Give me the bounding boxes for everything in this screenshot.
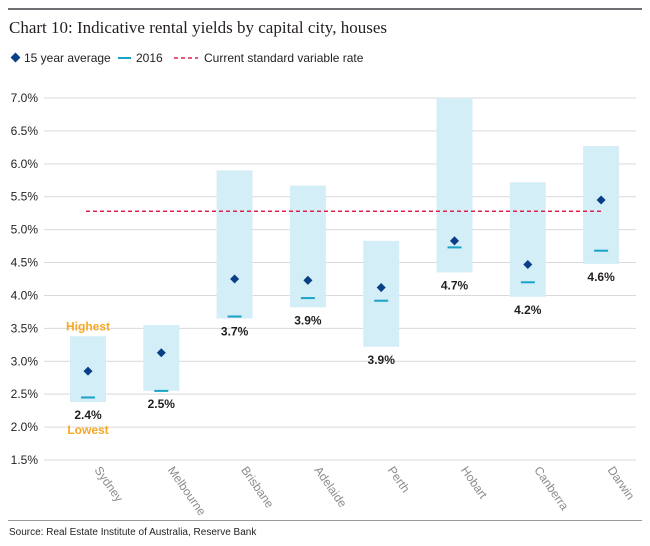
data-label: 4.2% [514, 303, 542, 317]
data-label: 4.6% [587, 270, 615, 284]
chart-title: Chart 10: Indicative rental yields by ca… [9, 18, 387, 37]
marker-15yr-average [596, 195, 606, 205]
bottom-divider [8, 520, 642, 521]
y-tick-label: 6.0% [11, 157, 39, 171]
y-tick-label: 7.0% [11, 91, 39, 105]
data-label: 3.9% [294, 313, 322, 327]
top-divider [8, 8, 642, 10]
category-label: Sydney [92, 464, 126, 505]
y-tick-label: 5.0% [11, 223, 39, 237]
legend-2016-label: 2016 [136, 51, 163, 65]
marker-15yr-average [156, 348, 166, 358]
x-axis-ticks: Sydney Melbourne Brisbane Adelaide Perth Hoba… [92, 464, 638, 519]
y-tick-label: 4.5% [11, 256, 39, 270]
y-tick-label: 3.5% [11, 321, 39, 335]
legend-rate-label: Current standard variable rate [204, 51, 364, 65]
y-tick-label: 3.0% [11, 354, 39, 368]
data-label: 2.4% [74, 408, 102, 422]
category-label: Perth [385, 464, 413, 496]
category-label: Darwin [605, 464, 638, 503]
markers [81, 195, 609, 399]
range-bar [289, 185, 326, 308]
marker-15yr-average [83, 366, 93, 376]
range-bar [436, 98, 473, 273]
data-label: 3.7% [221, 324, 249, 338]
marker-15yr-average [523, 259, 533, 270]
category-label: Canberra [531, 464, 571, 513]
range-bar [509, 182, 546, 297]
y-tick-label: 4.0% [11, 288, 39, 302]
range-bars [70, 98, 620, 403]
legend: 15 year average 2016 Current standard va… [10, 51, 364, 65]
lowest-annotation: Lowest [67, 423, 108, 437]
marker-15yr-average [230, 274, 240, 284]
data-labels: 2.4% 2.5% 3.7% 3.9% 3.9% 4.7% 4.2% 4.6% Highest L… [66, 270, 615, 437]
y-tick-label: 1.5% [11, 453, 39, 467]
highest-annotation: Highest [66, 319, 110, 333]
y-axis-ticks: 7.0% 6.5% 6.0% 5.5% 5.0% 4.5% 4.0% 3.5% 3.0% 2.5%… [11, 91, 39, 467]
category-label: Brisbane [238, 464, 277, 511]
y-tick-label: 5.5% [11, 190, 39, 204]
range-bar [583, 146, 620, 264]
range-bar [216, 170, 253, 319]
range-bar [143, 325, 180, 391]
y-tick-label: 2.5% [11, 387, 39, 401]
category-label: Melbourne [165, 464, 209, 519]
data-label: 3.9% [368, 353, 396, 367]
legend-avg-marker [10, 52, 21, 63]
range-bar [363, 240, 400, 347]
category-label: Hobart [458, 464, 491, 502]
data-label: 2.5% [148, 397, 176, 411]
legend-avg-label: 15 year average [24, 51, 111, 65]
data-label: 4.7% [441, 278, 469, 292]
gridlines [44, 97, 636, 461]
y-tick-label: 2.0% [11, 420, 39, 434]
category-label: Adelaide [311, 464, 349, 511]
y-tick-label: 6.5% [11, 124, 39, 138]
source-note: Source: Real Estate Institute of Austral… [9, 527, 257, 538]
